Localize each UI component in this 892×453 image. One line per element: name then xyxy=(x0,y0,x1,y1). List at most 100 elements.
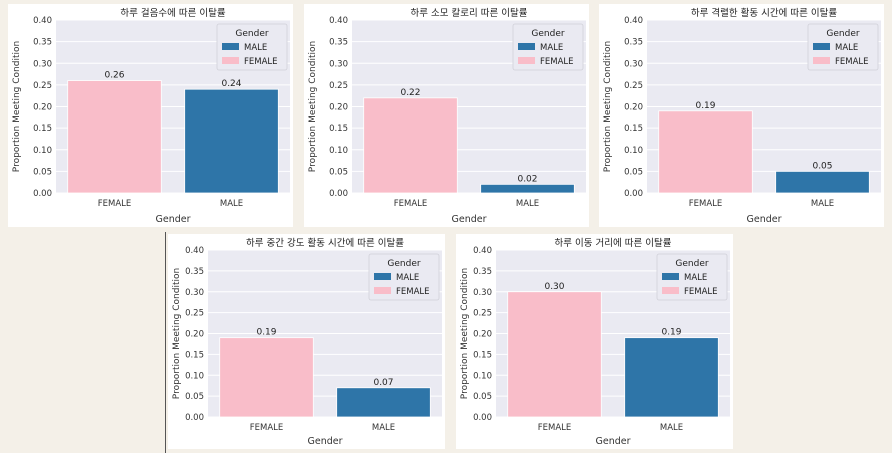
y-tick-label: 0.20 xyxy=(473,330,492,340)
legend-swatch-male xyxy=(374,273,391,280)
y-tick-label: 0.15 xyxy=(185,350,204,360)
y-tick-label: 0.00 xyxy=(185,413,204,423)
bar-male xyxy=(775,170,870,194)
legend-swatch-female xyxy=(813,57,830,64)
y-tick-label: 0.30 xyxy=(329,59,348,69)
chart-title: 하루 격렬한 활동 시간에 따른 이탈률 xyxy=(691,7,837,19)
x-tick-label: FEMALE xyxy=(394,199,428,209)
y-tick-label: 0.15 xyxy=(329,124,348,134)
y-tick-label: 0.20 xyxy=(624,103,643,113)
data-label: 0.22 xyxy=(400,88,420,98)
y-axis-label: Proportion Meeting Condition xyxy=(172,268,182,399)
y-tick-label: 0.30 xyxy=(624,59,643,69)
x-tick-label: MALE xyxy=(372,423,395,433)
chart-svg: 0.00 0.05 0.10 0.15 0.20 0.25 0.30 0.35 0.40 0.22… xyxy=(308,7,586,225)
y-tick-label: 0.35 xyxy=(624,38,643,48)
chart-svg: 0.00 0.05 0.10 0.15 0.20 0.25 0.30 0.35 0.40 0.19… xyxy=(603,7,881,225)
chart-svg: 0.00 0.05 0.10 0.15 0.20 0.25 0.30 0.35 0.40 0.26… xyxy=(12,7,290,225)
y-axis-label: Proportion Meeting Condition xyxy=(12,41,22,172)
y-tick-label: 0.05 xyxy=(624,167,643,177)
y-tick-label: 0.15 xyxy=(473,350,492,360)
y-tick-label: 0.40 xyxy=(473,246,492,256)
y-tick-label: 0.40 xyxy=(329,16,348,26)
bar-female xyxy=(363,97,458,194)
y-tick-label: 0.20 xyxy=(329,103,348,113)
x-axis-label: Gender xyxy=(155,214,190,225)
legend-label-female: FEMALE xyxy=(835,57,869,67)
y-tick-label: 0.10 xyxy=(473,371,492,381)
y-axis-label: Proportion Meeting Condition xyxy=(603,41,613,172)
legend-label-male: MALE xyxy=(835,43,858,53)
legend-title: Gender xyxy=(235,29,268,39)
y-tick-label: 0.25 xyxy=(329,81,348,91)
chart-panel-moderate: 0.00 0.05 0.10 0.15 0.20 0.25 0.30 0.35 0.40 0.19… xyxy=(168,234,445,449)
y-axis-label: Proportion Meeting Condition xyxy=(460,268,470,399)
x-tick-label: MALE xyxy=(516,199,539,209)
legend-title: Gender xyxy=(531,29,564,39)
y-tick-label: 0.40 xyxy=(624,16,643,26)
chart-panel-distance: 0.00 0.05 0.10 0.15 0.20 0.25 0.30 0.35 0.40 0.30… xyxy=(456,234,733,449)
x-tick-label: FEMALE xyxy=(538,423,572,433)
y-tick-label: 0.25 xyxy=(473,309,492,319)
legend-title: Gender xyxy=(675,259,708,269)
x-tick-label: FEMALE xyxy=(250,423,284,433)
x-tick-label: MALE xyxy=(811,199,834,209)
y-tick-label: 0.20 xyxy=(185,330,204,340)
legend-swatch-male xyxy=(813,43,830,50)
legend-swatch-female xyxy=(518,57,535,64)
data-label: 0.19 xyxy=(256,328,276,338)
legend-label-female: FEMALE xyxy=(540,57,574,67)
legend-swatch-female xyxy=(662,287,679,294)
bar-male xyxy=(336,387,431,418)
bar-male xyxy=(184,88,279,194)
y-tick-label: 0.15 xyxy=(624,124,643,134)
y-tick-label: 0.35 xyxy=(473,267,492,277)
data-label: 0.19 xyxy=(695,101,715,111)
y-tick-label: 0.25 xyxy=(624,81,643,91)
y-tick-label: 0.00 xyxy=(33,189,52,199)
legend-label-male: MALE xyxy=(244,43,267,53)
y-tick-label: 0.00 xyxy=(329,189,348,199)
y-tick-label: 0.35 xyxy=(329,38,348,48)
bar-female xyxy=(507,291,602,418)
y-tick-label: 0.25 xyxy=(185,309,204,319)
chart-panel-calories: 0.00 0.05 0.10 0.15 0.20 0.25 0.30 0.35 0.40 0.22… xyxy=(304,4,589,227)
y-tick-label: 0.05 xyxy=(33,167,52,177)
data-label: 0.24 xyxy=(221,79,241,89)
chart-title: 하루 걸음수에 따른 이탈률 xyxy=(120,7,225,19)
legend-title: Gender xyxy=(826,29,859,39)
y-tick-label: 0.35 xyxy=(185,267,204,277)
legend-label-female: FEMALE xyxy=(396,287,430,297)
legend-label-female: FEMALE xyxy=(244,57,278,67)
chart-panel-vigorous: 0.00 0.05 0.10 0.15 0.20 0.25 0.30 0.35 0.40 0.19… xyxy=(599,4,884,227)
x-axis-label: Gender xyxy=(595,436,630,447)
y-tick-label: 0.05 xyxy=(473,392,492,402)
y-tick-label: 0.40 xyxy=(185,246,204,256)
legend-swatch-male xyxy=(222,43,239,50)
bar-female xyxy=(219,337,314,418)
x-tick-label: FEMALE xyxy=(98,199,132,209)
legend-swatch-male xyxy=(662,273,679,280)
chart-title: 하루 중간 강도 활동 시간에 따른 이탈률 xyxy=(246,237,404,249)
divider-line xyxy=(165,232,166,453)
y-tick-label: 0.30 xyxy=(473,288,492,298)
bar-female xyxy=(658,110,753,194)
y-tick-label: 0.05 xyxy=(185,392,204,402)
y-tick-label: 0.05 xyxy=(329,167,348,177)
data-label: 0.26 xyxy=(104,71,124,81)
y-tick-label: 0.10 xyxy=(329,146,348,156)
legend-label-male: MALE xyxy=(396,273,419,283)
chart-panel-steps: 0.00 0.05 0.10 0.15 0.20 0.25 0.30 0.35 0.40 0.26… xyxy=(8,4,293,227)
data-label: 0.05 xyxy=(812,161,832,171)
y-tick-label: 0.10 xyxy=(624,146,643,156)
x-tick-label: FEMALE xyxy=(689,199,723,209)
y-tick-label: 0.20 xyxy=(33,103,52,113)
data-label: 0.07 xyxy=(373,378,393,388)
bar-male xyxy=(624,337,719,418)
legend-label-male: MALE xyxy=(684,273,707,283)
data-label: 0.19 xyxy=(661,328,681,338)
y-tick-label: 0.00 xyxy=(624,189,643,199)
legend-title: Gender xyxy=(387,259,420,269)
x-axis-label: Gender xyxy=(307,436,342,447)
y-tick-label: 0.15 xyxy=(33,124,52,134)
